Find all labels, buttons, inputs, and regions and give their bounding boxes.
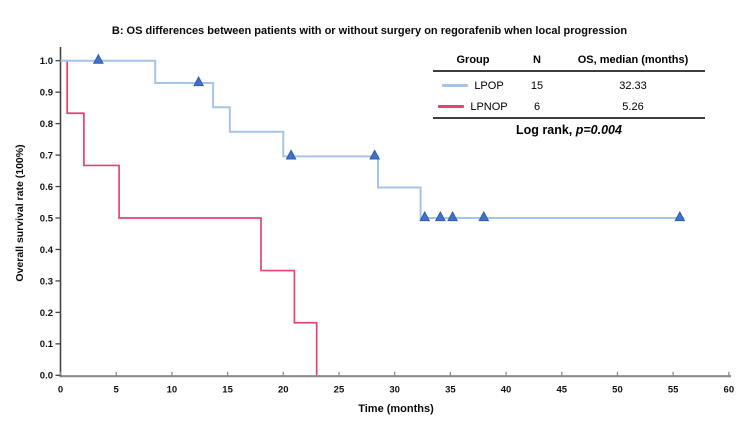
lpop-censor-marker (447, 210, 459, 222)
x-tick-label: 10 (167, 385, 178, 396)
lpnop-curve (60, 59, 318, 376)
y-tick-label: 0.1 (40, 339, 54, 350)
lpop-censor-marker (674, 210, 686, 222)
x-tick-label: 20 (278, 385, 289, 396)
x-tick-label: 25 (334, 385, 345, 396)
legend-group-name: LPNOP (470, 100, 508, 113)
y-tick-label: 0.6 (40, 182, 53, 193)
lpop-censor-marker (369, 149, 381, 160)
lpnop-line-swatch (438, 105, 465, 108)
y-tick-label: 0.2 (40, 308, 53, 319)
lpop-censor-marker (478, 210, 490, 222)
lpop-censor-marker (92, 53, 104, 64)
y-tick-label: 0.3 (40, 276, 53, 287)
x-tick-label: 55 (668, 385, 679, 396)
lpop-curve (60, 59, 685, 219)
legend-median-value: 5.26 (622, 100, 644, 113)
y-tick-label: 0.8 (40, 119, 53, 130)
y-tick-label: 0.5 (40, 213, 54, 224)
y-tick-label: 0.9 (40, 88, 53, 99)
lpop-censor-marker (419, 210, 431, 222)
legend-group-name: LPOP (474, 79, 504, 92)
x-axis-label: Time (months) (358, 403, 434, 415)
chart-title: B: OS differences between patients with … (111, 25, 628, 37)
p-value: p=0.004 (575, 123, 622, 137)
log-rank-stat: Log rank, p=0.004 (433, 117, 705, 140)
legend-table: Group N OS, median (months) LPOP 15 32.3… (433, 49, 705, 140)
x-tick-label: 45 (556, 385, 567, 396)
x-tick-label: 5 (114, 385, 120, 396)
log-rank-label: Log rank, (516, 123, 576, 137)
lpop-censor-marker (285, 149, 297, 160)
x-tick-label: 15 (222, 385, 233, 396)
legend-n-value: 15 (530, 79, 544, 92)
legend-row-lpnop: LPNOP 6 5.26 (433, 96, 705, 117)
lpop-censor-marker (434, 210, 446, 222)
lpop-censor-marker (193, 75, 205, 87)
y-tick-label: 1.0 (40, 56, 53, 67)
y-tick-label: 0.4 (40, 245, 54, 256)
legend-header-row: Group N OS, median (months) (433, 49, 705, 72)
legend-median-value: 32.33 (619, 79, 647, 92)
legend-header-os-median: OS, median (months) (577, 53, 689, 66)
y-tick-label: 0.7 (40, 150, 53, 161)
legend-rows: LPOP 15 32.33 LPNOP 6 5.26 (433, 72, 705, 117)
lpop-line-swatch (442, 84, 469, 87)
legend-row-lpop: LPOP 15 32.33 (433, 75, 705, 96)
x-tick-label: 0 (58, 385, 63, 396)
x-tick-label: 35 (445, 385, 456, 396)
legend-n-value: 6 (533, 100, 541, 113)
x-tick-label: 50 (612, 385, 623, 396)
y-tick-label: 0.0 (40, 371, 53, 382)
x-tick-label: 30 (389, 385, 400, 396)
x-tick-label: 40 (501, 385, 512, 396)
legend-header-group: Group (456, 53, 490, 66)
legend-header-n: N (533, 53, 541, 66)
x-tick-label: 60 (724, 385, 735, 396)
